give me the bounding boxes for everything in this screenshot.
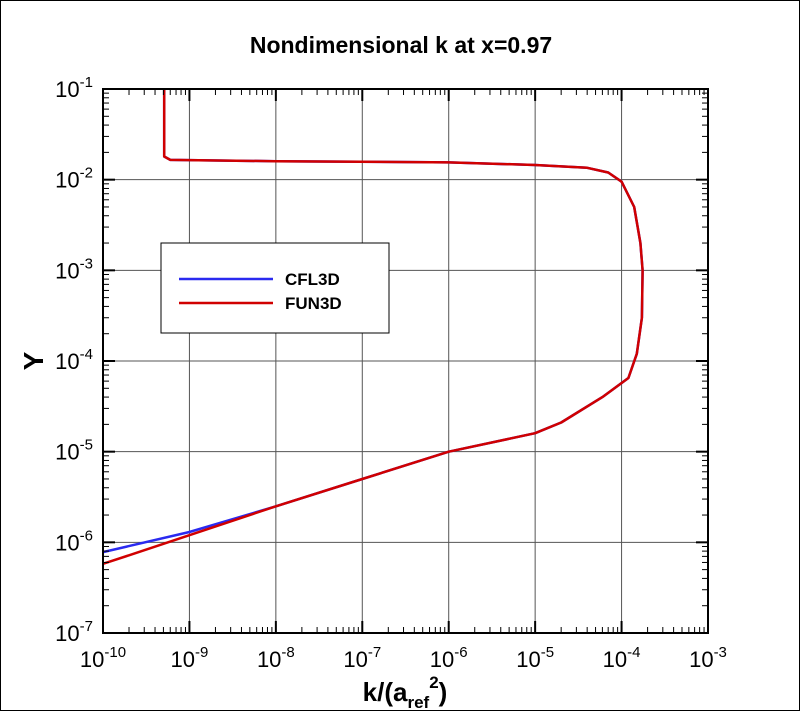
- y-tick-label: 10-1: [55, 74, 93, 102]
- grid: [103, 89, 708, 633]
- legend-label-cfl3d: CFL3D: [285, 270, 340, 289]
- x-tick-label: 10-7: [343, 644, 381, 672]
- x-tick-label: 10-8: [257, 644, 295, 672]
- y-tick-label: 10-4: [55, 346, 93, 374]
- x-label-tail: ): [439, 677, 448, 707]
- x-tick-label: 10-3: [689, 644, 727, 672]
- y-tick-label: 10-7: [55, 618, 93, 646]
- x-tick-label: 10-5: [516, 644, 554, 672]
- legend-label-fun3d: FUN3D: [285, 294, 342, 313]
- legend: CFL3D FUN3D: [160, 242, 390, 334]
- y-tick-label: 10-3: [55, 255, 93, 283]
- series-lines: [102, 89, 644, 565]
- x-label-sub: ref: [407, 693, 429, 710]
- x-label-base: k/(a: [363, 677, 408, 707]
- y-tick-label: 10-2: [55, 165, 93, 193]
- x-tick-label: 10-4: [603, 644, 641, 672]
- y-axis-label: Y: [18, 351, 49, 370]
- x-label-sup: 2: [429, 673, 438, 692]
- chart-title: Nondimensional k at x=0.97: [250, 32, 552, 58]
- ticks: 10-10 10-9 10-8 10-7 10-6 10-5 10-4 10-3 10-1 10-…: [55, 74, 727, 672]
- x-tick-label: 10-9: [171, 644, 209, 672]
- x-tick-label: 10-10: [80, 644, 126, 672]
- y-tick-label: 10-5: [55, 437, 93, 465]
- x-tick-label: 10-6: [430, 644, 468, 672]
- x-axis-label: k/(aref2): [363, 673, 448, 710]
- series-line-fun3d: [102, 89, 644, 565]
- y-tick-label: 10-6: [55, 527, 93, 555]
- legend-box: [160, 242, 390, 334]
